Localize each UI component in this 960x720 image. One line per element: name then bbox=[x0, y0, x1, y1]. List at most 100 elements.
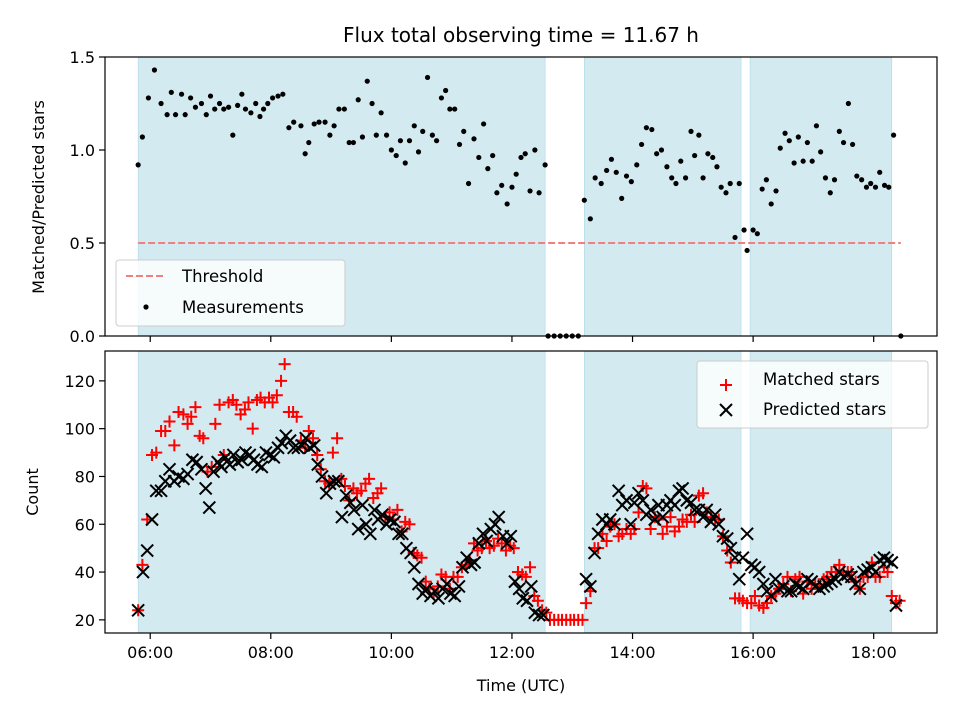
matched-star-point bbox=[246, 422, 259, 435]
measurement-point bbox=[235, 102, 241, 108]
bottom-x-ticks: 06:00 08:00 10:00 12:00 14:00 16:00 18:00 bbox=[127, 633, 897, 662]
measurement-point bbox=[710, 154, 716, 161]
measurement-point bbox=[877, 169, 883, 175]
measurement-point bbox=[669, 175, 675, 181]
observing-window-top-2 bbox=[749, 56, 893, 337]
predicted-star-point bbox=[460, 551, 474, 565]
measurement-point bbox=[253, 100, 259, 107]
matched-star-point bbox=[314, 463, 327, 476]
measurement-point bbox=[248, 110, 254, 116]
measurement-point bbox=[286, 125, 292, 131]
matched-star-point bbox=[242, 396, 255, 409]
matched-star-point bbox=[136, 558, 149, 571]
predicted-star-point bbox=[675, 481, 690, 496]
measurement-points bbox=[135, 67, 904, 339]
measurement-point bbox=[135, 162, 141, 168]
measurement-point bbox=[178, 91, 185, 97]
predicted-star-point bbox=[699, 503, 714, 517]
predicted-star-point bbox=[708, 507, 722, 522]
measurement-point bbox=[688, 128, 694, 134]
measurement-point bbox=[355, 97, 361, 103]
measurement-point bbox=[420, 128, 426, 134]
measurement-point bbox=[316, 119, 322, 125]
measurement-point bbox=[369, 100, 375, 107]
matched-star-point bbox=[213, 398, 226, 411]
predicted-star-point bbox=[611, 484, 626, 498]
predicted-star-point bbox=[524, 579, 538, 594]
measurement-point bbox=[411, 123, 417, 129]
x-tick-label: 12:00 bbox=[489, 643, 535, 662]
matched-star-point bbox=[580, 597, 593, 610]
predicted-star-point bbox=[343, 496, 358, 510]
top-y-tick-label: 1.5 bbox=[70, 48, 95, 67]
measurement-point bbox=[461, 128, 467, 134]
measurement-point bbox=[744, 247, 750, 254]
measurement-point bbox=[763, 177, 769, 183]
measurement-point bbox=[182, 112, 188, 118]
predicted-star-point bbox=[140, 543, 154, 558]
measurement-point bbox=[504, 201, 510, 207]
measurement-point bbox=[759, 186, 765, 192]
predicted-star-point bbox=[624, 517, 638, 531]
measurement-point bbox=[623, 173, 630, 179]
measurement-point bbox=[587, 216, 593, 222]
predicted-star-point bbox=[194, 462, 209, 477]
matched-star-point bbox=[656, 527, 669, 540]
top-y-ticks: 0.0 0.5 1.0 1.5 bbox=[70, 48, 105, 346]
top-y-tick-label: 0.0 bbox=[70, 327, 95, 346]
measurement-point bbox=[280, 91, 286, 97]
matched-star-point bbox=[495, 537, 508, 550]
measurement-point bbox=[718, 184, 724, 190]
top-panel: 0.0 0.5 1.0 1.5 Matched/Predicted stars Thr… bbox=[29, 48, 938, 346]
predicted-star-point bbox=[587, 546, 602, 560]
measurement-point bbox=[638, 141, 645, 148]
predicted-star-point bbox=[214, 460, 229, 474]
measurement-point bbox=[773, 188, 779, 194]
measurement-point bbox=[804, 139, 810, 146]
matched-star-point bbox=[415, 551, 428, 564]
measurement-point bbox=[854, 173, 860, 179]
measurement-point bbox=[164, 112, 170, 118]
measurement-point bbox=[608, 156, 615, 162]
predicted-star-point bbox=[223, 457, 237, 472]
predicted-star-point bbox=[403, 546, 418, 560]
measurement-point bbox=[581, 197, 587, 203]
measurement-point bbox=[203, 112, 209, 118]
top-legend: Threshold Measurements bbox=[115, 259, 346, 327]
bottom-y-ticks: 20 40 60 80 100 120 bbox=[64, 372, 105, 630]
matched-star-point bbox=[391, 503, 404, 516]
measurement-point bbox=[536, 190, 542, 196]
bottom-y-tick-label: 120 bbox=[64, 372, 95, 391]
measurement-point bbox=[849, 141, 856, 148]
measurement-point bbox=[809, 158, 815, 164]
measurement-point bbox=[499, 182, 505, 188]
predicted-star-point bbox=[359, 517, 373, 531]
predicted-star-point bbox=[752, 565, 766, 579]
predicted-star-point bbox=[255, 460, 269, 474]
matched-star-point bbox=[270, 389, 283, 402]
top-y-tick-label: 0.5 bbox=[70, 234, 95, 253]
predicted-star-point bbox=[619, 493, 634, 508]
matched-star-point bbox=[507, 542, 520, 555]
predicted-star-point bbox=[636, 493, 650, 508]
measurement-point bbox=[827, 190, 833, 196]
matched-star-point bbox=[168, 439, 181, 452]
measurement-point bbox=[346, 139, 352, 146]
predicted-star-point bbox=[447, 589, 462, 603]
matched-star-point bbox=[664, 511, 677, 524]
matched-star-point bbox=[238, 403, 251, 416]
matched-star-point bbox=[209, 417, 222, 430]
matched-star-point bbox=[363, 472, 376, 485]
x-tick-label: 18:00 bbox=[851, 643, 897, 662]
bottom-panel: 20 40 60 80 100 120 06:00 08:00 10:00 12:00 14:00… bbox=[23, 350, 938, 695]
predicted-star-point bbox=[627, 496, 642, 510]
predicted-star-point bbox=[331, 474, 346, 488]
measurement-point bbox=[158, 100, 164, 107]
measurement-point bbox=[791, 160, 797, 166]
measurement-point bbox=[192, 104, 199, 110]
measurement-point bbox=[822, 175, 829, 181]
measurement-point bbox=[682, 175, 689, 181]
measurement-point bbox=[859, 177, 865, 183]
bottom-y-tick-label: 40 bbox=[75, 563, 95, 582]
measurement-point bbox=[542, 162, 548, 168]
